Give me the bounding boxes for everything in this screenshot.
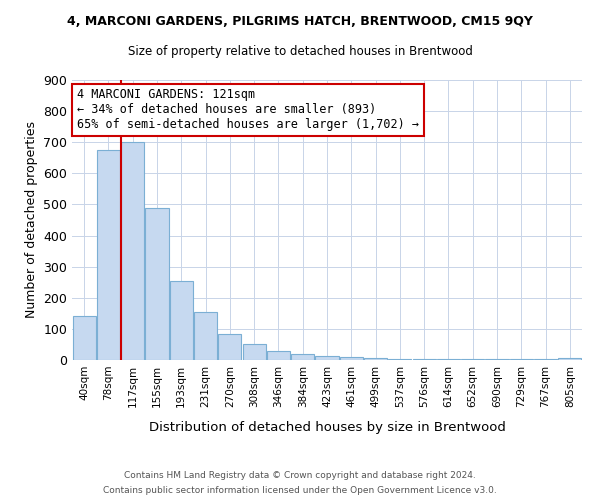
Bar <box>267 350 290 360</box>
Bar <box>559 358 581 360</box>
Bar <box>388 359 412 360</box>
Text: 4, MARCONI GARDENS, PILGRIMS HATCH, BRENTWOOD, CM15 9QY: 4, MARCONI GARDENS, PILGRIMS HATCH, BREN… <box>67 15 533 28</box>
Text: Contains HM Land Registry data © Crown copyright and database right 2024.: Contains HM Land Registry data © Crown c… <box>124 471 476 480</box>
Bar <box>97 150 120 360</box>
Bar <box>437 359 460 360</box>
Bar <box>218 334 241 360</box>
Bar <box>121 142 144 360</box>
Bar <box>194 312 217 360</box>
Bar <box>145 208 169 360</box>
Text: Size of property relative to detached houses in Brentwood: Size of property relative to detached ho… <box>128 45 472 58</box>
Bar <box>316 356 338 360</box>
Bar <box>291 354 314 360</box>
Bar <box>340 357 363 360</box>
Bar <box>461 359 484 360</box>
Text: 4 MARCONI GARDENS: 121sqm
← 34% of detached houses are smaller (893)
65% of semi: 4 MARCONI GARDENS: 121sqm ← 34% of detac… <box>77 88 419 132</box>
Bar <box>413 359 436 360</box>
Bar <box>73 316 95 360</box>
X-axis label: Distribution of detached houses by size in Brentwood: Distribution of detached houses by size … <box>149 421 505 434</box>
Bar <box>170 280 193 360</box>
Bar <box>242 344 266 360</box>
Y-axis label: Number of detached properties: Number of detached properties <box>25 122 38 318</box>
Bar <box>364 358 387 360</box>
Text: Contains public sector information licensed under the Open Government Licence v3: Contains public sector information licen… <box>103 486 497 495</box>
